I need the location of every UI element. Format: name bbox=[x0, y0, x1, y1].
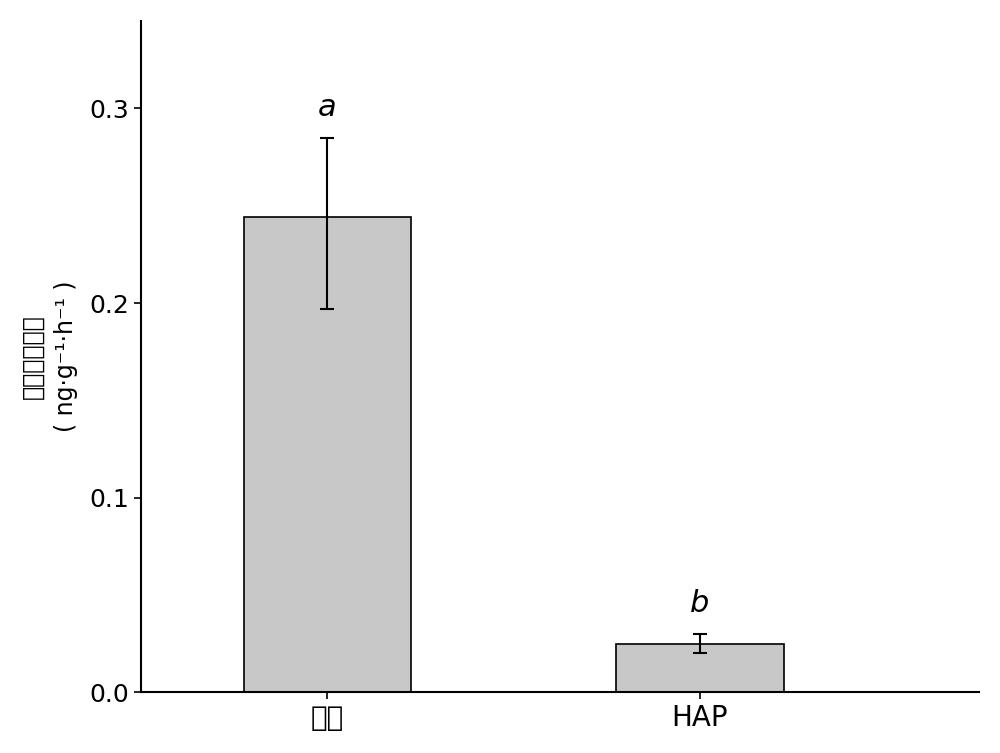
Text: a: a bbox=[318, 93, 337, 122]
Text: b: b bbox=[690, 590, 710, 618]
Bar bbox=[616, 644, 784, 692]
Bar bbox=[244, 218, 411, 692]
Y-axis label: 氧化亚氮速率
( ng·g⁻¹·h⁻¹ ): 氧化亚氮速率 ( ng·g⁻¹·h⁻¹ ) bbox=[21, 281, 78, 432]
